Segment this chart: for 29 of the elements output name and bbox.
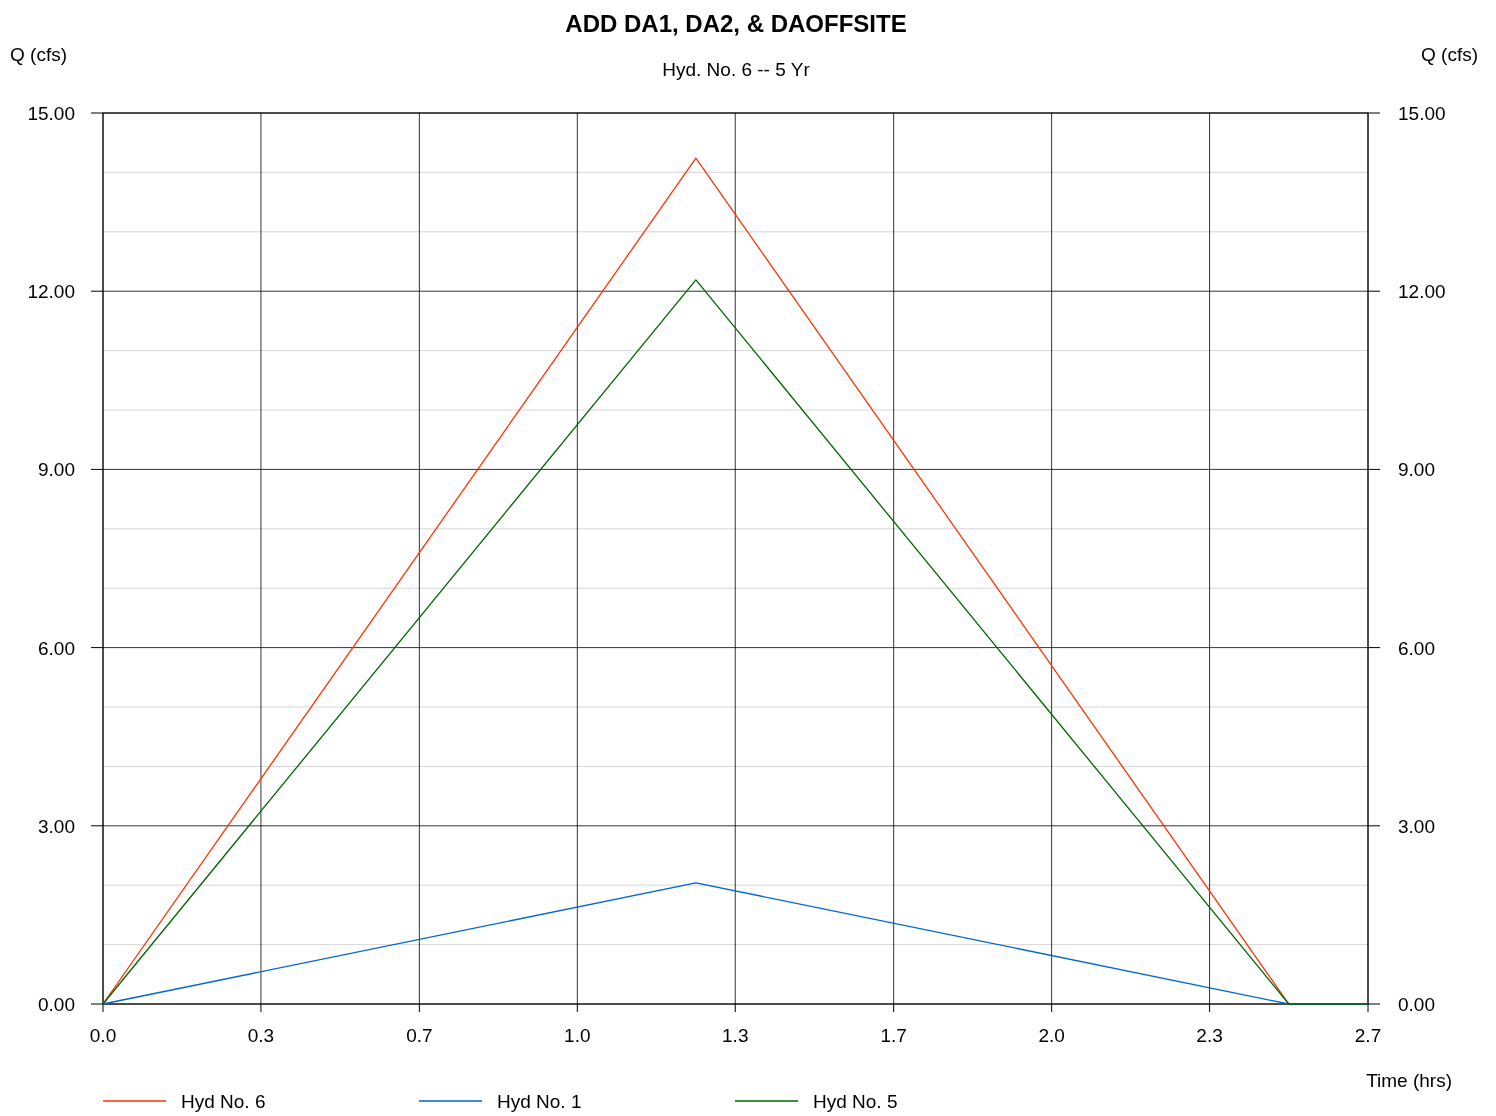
y2-tick-label: 0.00 bbox=[1398, 994, 1435, 1015]
y2-tick-label: 6.00 bbox=[1398, 637, 1435, 659]
y2-tick-label: 9.00 bbox=[1398, 459, 1435, 481]
x-tick-label: 2.3 bbox=[1196, 1025, 1223, 1046]
legend-label: Hyd No. 6 bbox=[181, 1091, 266, 1112]
y-tick-label: 12.00 bbox=[27, 281, 75, 303]
y-tick-label: 6.00 bbox=[38, 637, 75, 659]
y2-axis-title: Q (cfs) bbox=[1421, 44, 1478, 65]
x-tick-label: 2.0 bbox=[1038, 1025, 1065, 1046]
chart-title: ADD DA1, DA2, & DAOFFSITE bbox=[565, 10, 907, 37]
x-tick-label: 1.3 bbox=[722, 1025, 749, 1046]
y-axis-title: Q (cfs) bbox=[10, 44, 67, 65]
x-tick-label: 2.7 bbox=[1354, 1025, 1382, 1046]
x-axis-title: Time (hrs) bbox=[1366, 1070, 1452, 1091]
y2-tick-label: 15.00 bbox=[1398, 103, 1446, 124]
legend-label: Hyd No. 5 bbox=[813, 1091, 898, 1112]
x-tick-label: 0.0 bbox=[89, 1025, 117, 1046]
y-tick-label: 0.00 bbox=[38, 994, 75, 1015]
y-tick-label: 15.00 bbox=[27, 103, 75, 124]
x-tick-label: 1.0 bbox=[564, 1025, 591, 1046]
x-tick-label: 0.3 bbox=[247, 1025, 275, 1046]
y-tick-label: 9.00 bbox=[38, 459, 75, 481]
y-tick-label: 3.00 bbox=[38, 815, 75, 837]
chart-subtitle: Hyd. No. 6 -- 5 Yr bbox=[662, 59, 811, 80]
x-tick-label: 0.7 bbox=[406, 1025, 433, 1046]
y2-tick-label: 12.00 bbox=[1398, 281, 1446, 303]
y2-tick-label: 3.00 bbox=[1398, 815, 1435, 837]
x-tick-label: 1.7 bbox=[880, 1025, 907, 1046]
legend-label: Hyd No. 1 bbox=[497, 1091, 582, 1112]
